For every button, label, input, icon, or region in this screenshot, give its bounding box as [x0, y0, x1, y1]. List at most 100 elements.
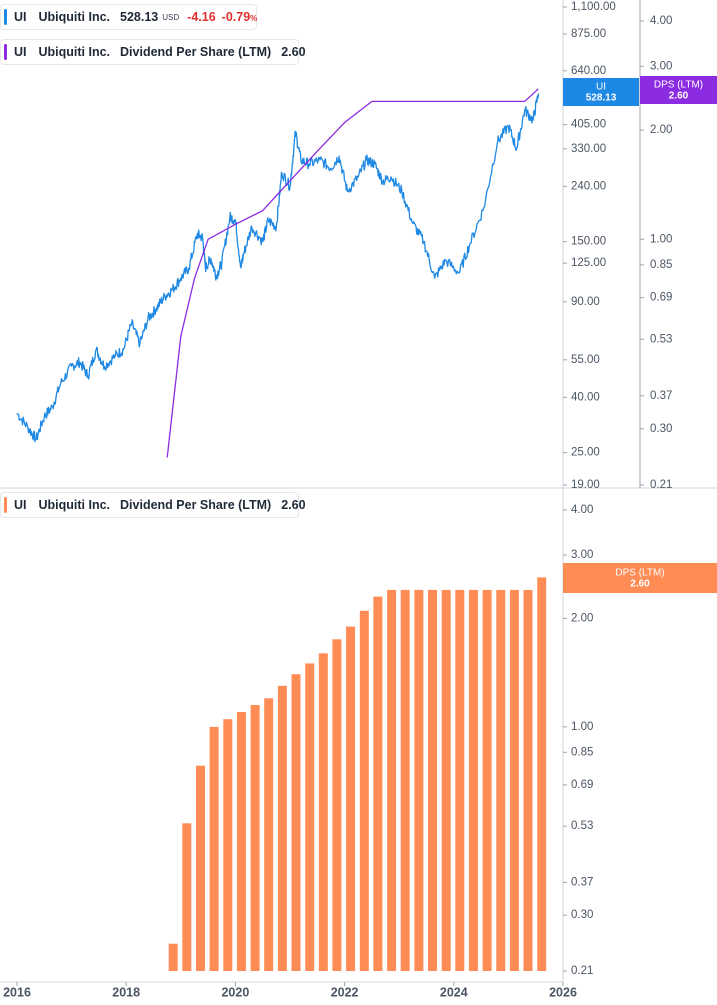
price-tick-label: 125.00: [571, 257, 606, 269]
legend-dps-bottom-metric: Dividend Per Share (LTM): [120, 498, 272, 512]
legend-dps-top-swatch: [4, 44, 7, 60]
bar-tick-label: 0.85: [571, 746, 593, 758]
dps-bar: [509, 589, 519, 971]
price-tick-label: 1,100.00: [571, 1, 616, 13]
dps-bar: [414, 589, 424, 971]
legend-dps-bottom: UI Ubiquiti Inc. Dividend Per Share (LTM…: [0, 492, 306, 518]
price-tick-label: 640.00: [571, 65, 606, 77]
dps-last-tag-bottom-label: DPS (LTM): [615, 568, 664, 579]
dps-bar: [277, 685, 287, 971]
bar-tick-label: 0.37: [571, 876, 593, 888]
legend-dps-top-value: 2.60: [281, 45, 306, 59]
dps-bar: [332, 639, 342, 971]
legend-price-value: 528.13: [120, 10, 159, 24]
legend-price: UI Ubiquiti Inc. 528.13 USD -4.16 -0.79%: [0, 4, 257, 30]
dps-bar: [250, 705, 260, 971]
legend-change: -4.16: [187, 10, 216, 24]
legend-dps-top-name: Ubiquiti Inc.: [38, 45, 111, 59]
legend-change-pct: -0.79%: [222, 10, 258, 24]
bar-tick-label: 1.00: [571, 721, 593, 733]
dps-bar: [209, 726, 219, 971]
dps-tick-label: 0.53: [650, 333, 672, 345]
time-tick-label: 2026: [549, 985, 577, 999]
bar-tick-label: 2.00: [571, 612, 593, 624]
legend-change-pct-value: -0.79: [221, 10, 251, 24]
bar-tick-label: 0.30: [571, 909, 593, 921]
dps-last-tag-top-value: 2.60: [669, 91, 689, 102]
price-line: [16, 93, 540, 443]
bar-tick-label: 0.21: [571, 965, 593, 977]
dps-bar: [264, 698, 274, 971]
dps-tick-label: 2.00: [650, 124, 672, 136]
dps-bar: [496, 589, 506, 971]
legend-currency: USD: [162, 12, 180, 22]
dps-bar: [373, 596, 383, 971]
dps-bar: [537, 577, 547, 971]
price-last-tag-label: UI: [596, 82, 606, 93]
legend-price-swatch: [4, 9, 7, 25]
price-tick-label: 19.00: [571, 479, 600, 491]
dps-last-tag-bottom-bg: [563, 563, 717, 593]
dps-last-tag-bottom-value: 2.60: [630, 579, 650, 590]
legend-dps-bottom-value: 2.60: [281, 498, 306, 512]
dps-last-tag-top-label: DPS (LTM): [654, 80, 703, 91]
legend-dps-bottom-name: Ubiquiti Inc.: [38, 498, 111, 512]
dps-bar: [482, 589, 492, 971]
dps-bar: [291, 674, 301, 971]
price-tick-label: 40.00: [571, 391, 600, 403]
dps-bar: [236, 712, 246, 971]
dps-last-tag-top-bg: [640, 76, 717, 104]
time-tick-label: 2016: [3, 985, 31, 999]
legend-company-name: Ubiquiti Inc.: [38, 10, 111, 24]
dps-bar: [523, 589, 533, 971]
bar-tick-label: 0.69: [571, 779, 593, 791]
dps-bar: [318, 653, 328, 971]
dps-bar: [400, 589, 410, 971]
dps-tick-label: 1.00: [650, 233, 672, 245]
dps-bar: [441, 589, 451, 971]
dps-bar: [305, 663, 315, 971]
legend-dps-top-metric: Dividend Per Share (LTM): [120, 45, 272, 59]
dps-bar: [196, 765, 205, 971]
dps-tick-label: 0.37: [650, 390, 672, 402]
price-tick-label: 405.00: [571, 119, 606, 131]
price-tick-label: 240.00: [571, 180, 606, 192]
legend-ticker: UI: [14, 10, 27, 24]
dps-bar: [346, 626, 356, 971]
dps-bar: [223, 719, 233, 971]
time-tick-label: 2024: [440, 985, 468, 999]
time-tick-label: 2020: [221, 985, 249, 999]
dps-bar: [468, 589, 478, 971]
dps-bar: [168, 943, 178, 971]
legend-dps-top: UI Ubiquiti Inc. Dividend Per Share (LTM…: [0, 39, 306, 65]
dps-tick-label: 0.85: [650, 259, 672, 271]
legend-dps-bottom-swatch: [4, 497, 7, 513]
dps-bar: [182, 823, 192, 971]
dps-bar: [387, 589, 397, 971]
price-tick-label: 25.00: [571, 447, 600, 459]
price-last-tag-value: 528.13: [586, 93, 617, 104]
price-tick-label: 330.00: [571, 143, 606, 155]
bar-tick-label: 3.00: [571, 549, 593, 561]
bar-tick-label: 4.00: [571, 504, 593, 516]
price-last-tag-bg: [563, 78, 639, 106]
price-tick-label: 55.00: [571, 354, 600, 366]
dps-tick-label: 3.00: [650, 60, 672, 72]
price-tick-label: 90.00: [571, 296, 600, 308]
price-tick-label: 875.00: [571, 28, 606, 40]
legend-dps-bottom-ticker: UI: [14, 498, 27, 512]
bar-tick-label: 0.53: [571, 820, 593, 832]
dps-last-tag-top: DPS (LTM)2.60: [640, 76, 717, 104]
dps-last-tag-bottom: DPS (LTM)2.60: [563, 563, 717, 593]
legend-dps-top-ticker: UI: [14, 45, 27, 59]
dps-line: [166, 88, 539, 458]
dps-bar: [428, 589, 437, 971]
dps-tick-label: 0.69: [650, 292, 672, 304]
dps-tick-label: 0.30: [650, 423, 672, 435]
dps-tick-label: 0.21: [650, 479, 672, 491]
price-tick-label: 150.00: [571, 236, 606, 248]
legend-pct-sign: %: [250, 14, 258, 23]
dps-tick-label: 4.00: [650, 15, 672, 27]
